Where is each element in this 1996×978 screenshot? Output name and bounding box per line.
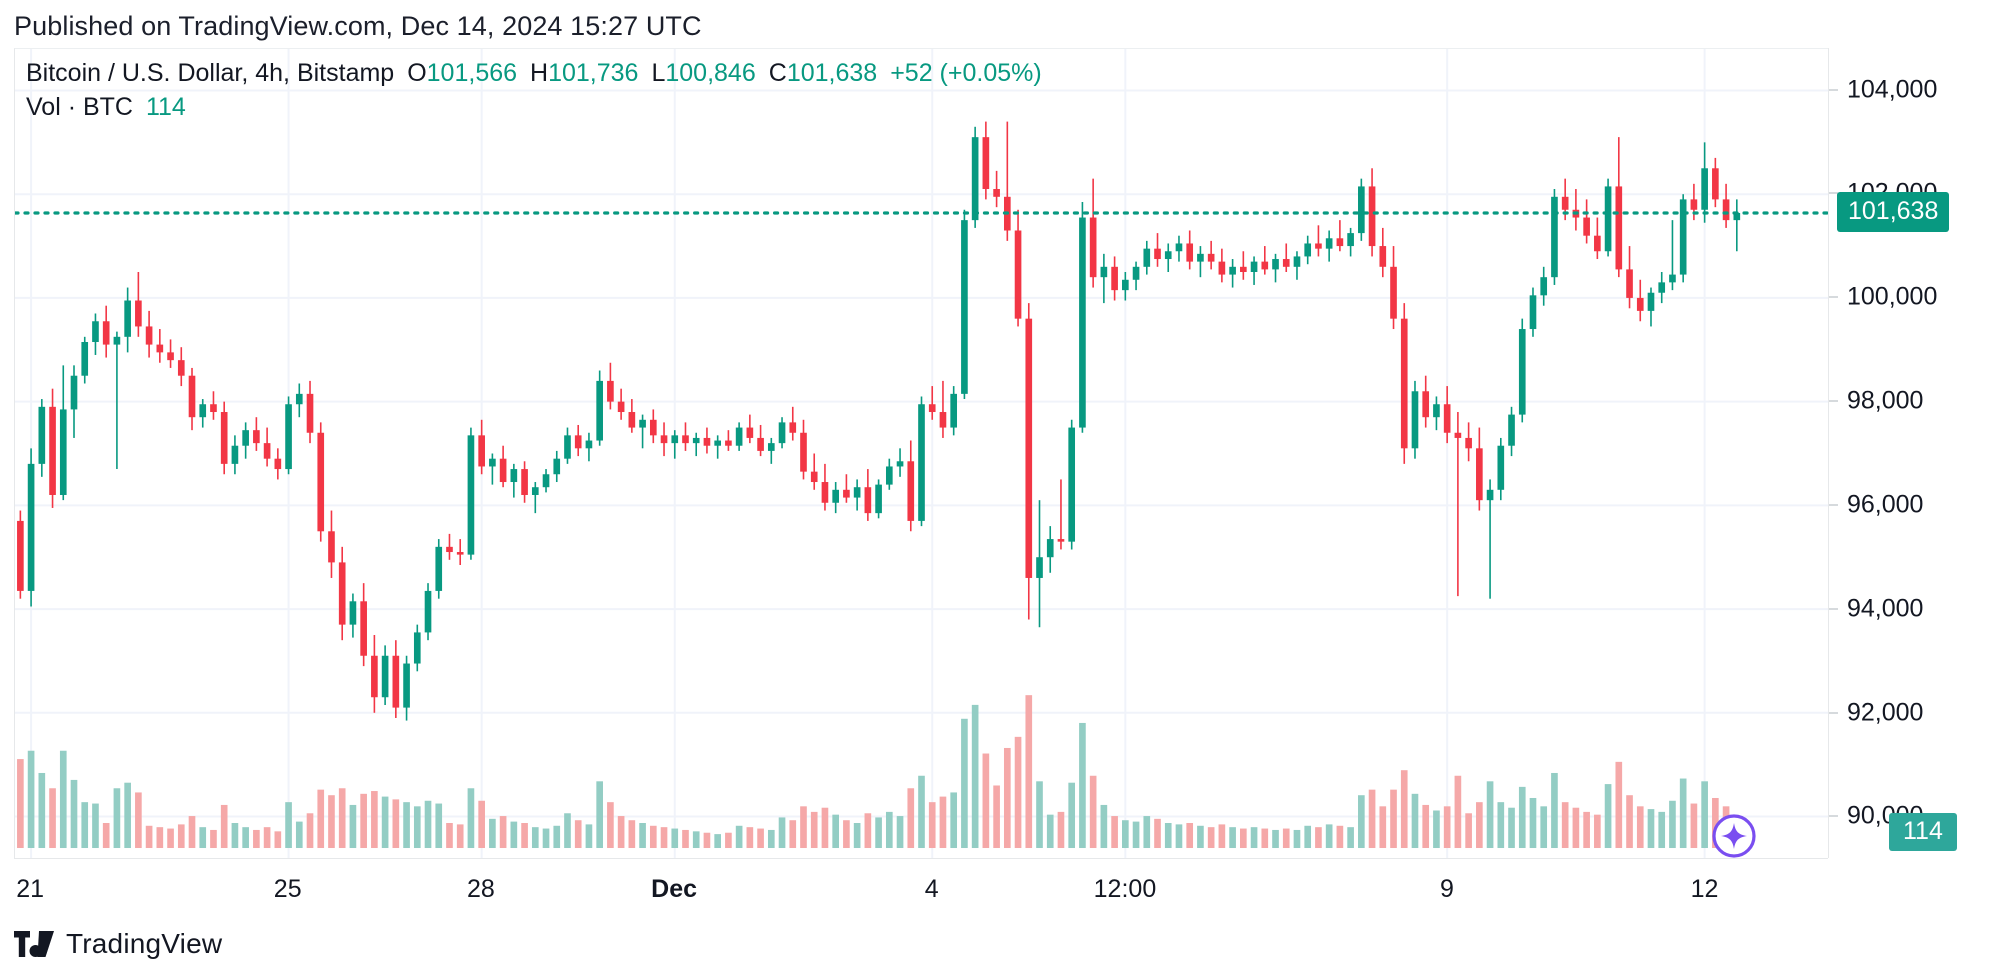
- current-price-badge[interactable]: 101,638: [1837, 192, 1950, 233]
- price-axis-tick: 104,000: [1847, 75, 1938, 104]
- time-axis-tick: 12:00: [1093, 875, 1157, 903]
- tradingview-mark-icon: [14, 931, 54, 957]
- tradingview-logo-text: TradingView: [66, 928, 223, 959]
- price-axis-tick-mark: [1829, 400, 1838, 403]
- tradingview-logo[interactable]: TradingView: [14, 928, 222, 960]
- price-line-overlay: [15, 211, 1828, 215]
- price-axis-tick-mark: [1829, 296, 1838, 299]
- time-axis-tick: 28: [467, 875, 495, 903]
- time-axis-tick: Dec: [651, 875, 698, 903]
- time-axis-tick: 25: [273, 875, 302, 903]
- price-axis[interactable]: 104,000102,000100,00098,00096,00094,0009…: [1828, 48, 1996, 858]
- candlestick-series: [17, 121, 1741, 849]
- price-axis-tick: 94,000: [1847, 594, 1924, 623]
- time-axis-tick: 9: [1439, 875, 1454, 903]
- price-axis-tick-mark: [1829, 711, 1838, 714]
- price-axis-tick-mark: [1829, 815, 1838, 818]
- price-axis-tick-mark: [1829, 607, 1838, 610]
- volume-value-badge[interactable]: 114: [1889, 813, 1957, 852]
- time-axis-tick: 4: [924, 875, 939, 903]
- price-axis-tick-mark: [1829, 503, 1838, 506]
- chart-plot-area[interactable]: [14, 48, 1828, 858]
- time-axis-tick: 21: [16, 875, 44, 903]
- published-caption: Published on TradingView.com, Dec 14, 20…: [14, 11, 702, 41]
- time-axis-tick: 12: [1690, 875, 1719, 903]
- sparkle-icon[interactable]: [1710, 812, 1758, 860]
- price-axis-tick: 98,000: [1847, 386, 1924, 415]
- price-axis-tick: 92,000: [1847, 698, 1924, 727]
- price-axis-tick-mark: [1829, 192, 1838, 195]
- price-axis-tick: 96,000: [1847, 490, 1924, 519]
- price-axis-tick: 100,000: [1847, 282, 1938, 311]
- price-axis-tick-mark: [1829, 88, 1838, 91]
